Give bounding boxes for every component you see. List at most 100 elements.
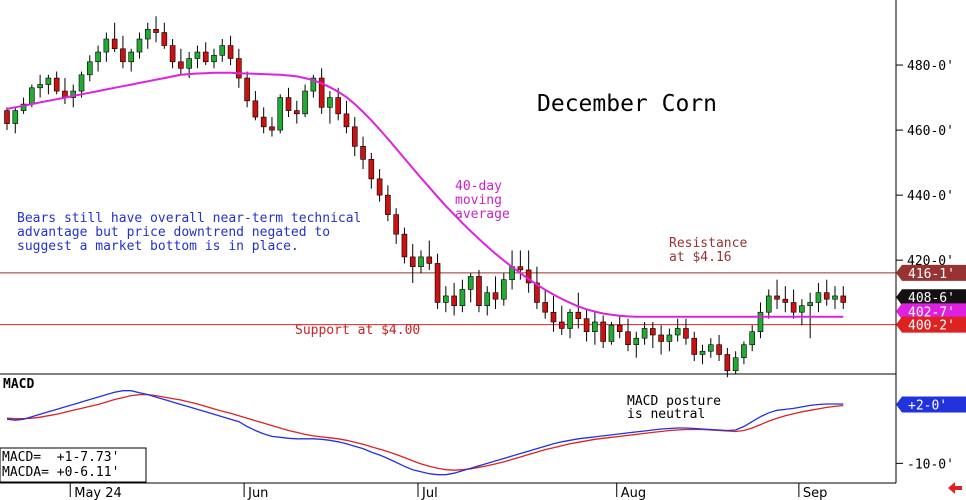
candle-body [244, 77, 250, 102]
candle [492, 276, 499, 309]
candle [434, 253, 441, 309]
candle [542, 289, 549, 319]
candle-body [823, 292, 830, 300]
candle [136, 32, 143, 59]
candle [674, 318, 681, 342]
candle-body [732, 357, 739, 372]
price-tag-label: 400-2' [908, 319, 955, 334]
price-tag-bg [896, 264, 966, 281]
candle-body [674, 328, 681, 336]
bears-annotation-line2: advantage but price downtrend negated to [17, 225, 330, 240]
candle [144, 22, 151, 49]
candle [625, 318, 631, 352]
macd-readout-box [0, 447, 147, 483]
candle [368, 152, 375, 189]
candle [285, 87, 292, 118]
price-tag-bg [896, 289, 966, 306]
x-tick-label: Jul [421, 486, 438, 500]
candle [790, 289, 797, 319]
candle-body [360, 146, 366, 160]
candle-body [409, 256, 416, 267]
candle-body [252, 100, 259, 118]
candle [583, 308, 590, 342]
candle-body [840, 295, 847, 303]
x-tick-label: Jun [247, 486, 268, 500]
candle [443, 286, 449, 313]
candle-body [517, 266, 524, 271]
candle [45, 74, 52, 95]
price-y-tick-label: 440-0' [907, 189, 954, 204]
ma-annotation-line3: average [455, 207, 510, 222]
candle [517, 250, 524, 280]
candle [194, 45, 201, 69]
candle [169, 39, 176, 69]
candle [815, 282, 822, 313]
macd-y-tick-label: -10-0' [907, 457, 954, 472]
bears-annotation-line3: suggest a market bottom is in place. [17, 239, 299, 254]
candle-body [608, 324, 615, 342]
candle-body [815, 292, 822, 303]
price-tag: 408-6' [896, 289, 966, 306]
candle [401, 227, 408, 264]
candle [87, 55, 93, 82]
candle [360, 136, 366, 170]
candle-body [269, 126, 275, 131]
candle [178, 48, 184, 75]
candle [343, 100, 350, 134]
price-tag: 400-2' [896, 316, 966, 334]
candle-body [12, 110, 19, 124]
macd-price-tag: +2-0' [896, 396, 966, 413]
candle-body [799, 305, 805, 313]
candle-body [807, 302, 813, 307]
candle [409, 243, 416, 283]
candle [161, 22, 168, 49]
candle [716, 334, 722, 361]
candle [335, 87, 342, 121]
candle [53, 71, 60, 95]
candle [550, 295, 557, 332]
candle-body [45, 77, 52, 85]
candle-body [575, 311, 582, 320]
candle [318, 68, 325, 114]
candle [757, 302, 764, 339]
candle-body [757, 311, 764, 333]
candle [765, 289, 772, 319]
candle-body [111, 38, 118, 50]
candle-body [227, 45, 234, 59]
candle [128, 48, 134, 72]
left-arrow-icon[interactable] [948, 482, 962, 494]
candle [310, 74, 317, 98]
candle-body [194, 51, 201, 59]
candle-body [4, 110, 10, 124]
candle-body [641, 328, 648, 339]
candle [600, 315, 606, 348]
candle [327, 91, 333, 124]
candle [244, 71, 250, 108]
candle [592, 312, 598, 345]
resistance-annotation-line2: at $4.16 [669, 250, 732, 265]
moving-average-line [6, 71, 844, 318]
macd-line [6, 390, 844, 476]
candle [351, 117, 358, 157]
candle [484, 286, 491, 316]
candle-body [393, 214, 399, 235]
candle [236, 48, 242, 88]
candle-body [95, 51, 101, 63]
candle [103, 32, 110, 62]
candle [293, 100, 300, 124]
candle-body [782, 298, 789, 303]
candle [12, 107, 19, 134]
candle [459, 279, 466, 313]
candle [227, 35, 234, 66]
candle-body [260, 116, 267, 128]
ma-annotation-line2: moving [455, 193, 502, 208]
price-tag-label: 416-1' [908, 267, 955, 282]
price-tag-bg [896, 303, 966, 320]
candle [658, 325, 664, 355]
candle-body [318, 77, 325, 108]
macd-y-axis: -10-0' [896, 457, 954, 472]
candle-body [120, 48, 126, 63]
x-axis: May 24 Jun Jul Aug Sep [69, 483, 827, 500]
candle [269, 117, 275, 137]
candle-body [178, 61, 184, 69]
